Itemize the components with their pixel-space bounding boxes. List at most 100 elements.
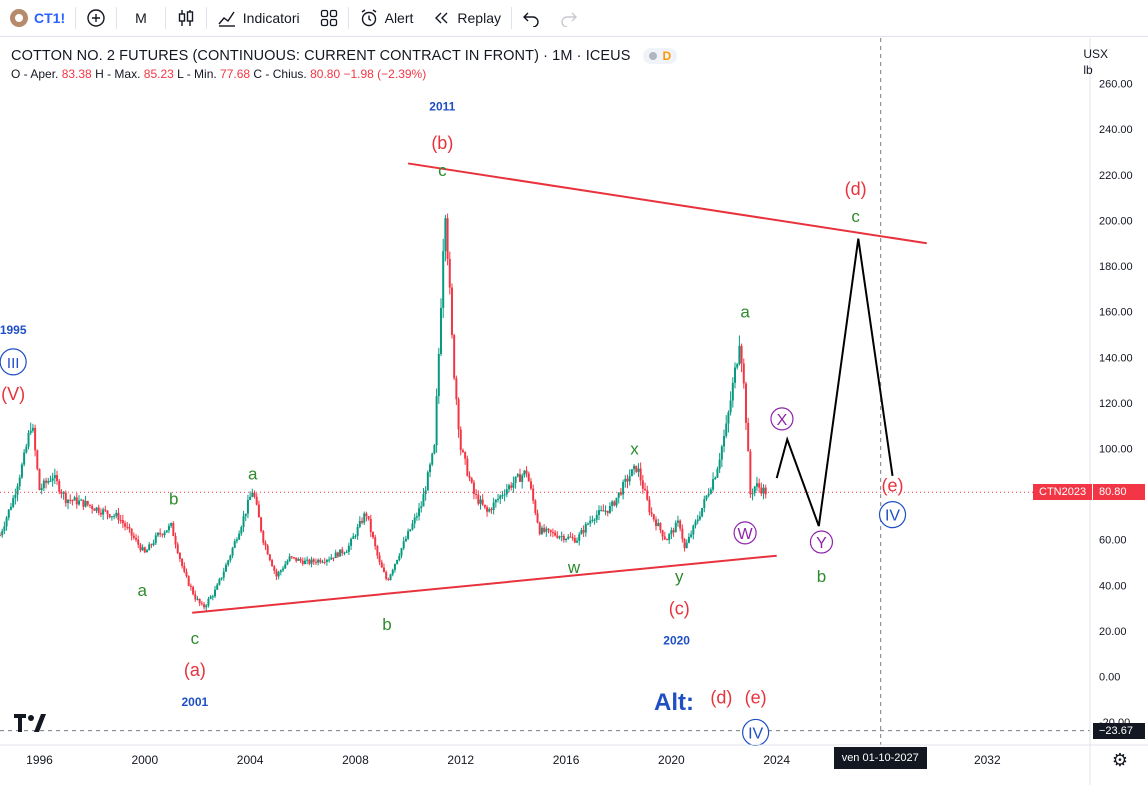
candle-body xyxy=(525,470,528,474)
candle-body xyxy=(71,500,74,502)
candle-body xyxy=(117,512,120,520)
wave-label: 2020 xyxy=(663,633,690,647)
symbol-search-button[interactable]: CT1! xyxy=(0,0,75,37)
candle-body xyxy=(277,572,280,577)
redo-button[interactable] xyxy=(550,0,588,37)
interval-button[interactable]: M xyxy=(117,0,165,37)
candle-body xyxy=(40,488,43,491)
candle-body xyxy=(211,596,214,598)
candle-body xyxy=(264,542,267,546)
chart-canvas[interactable]: 1995 III (V) a b c (a) 2001 a b 2011 (b) c w x y (c) 2020… xyxy=(0,38,1148,785)
candle-body xyxy=(587,523,590,525)
compare-add-button[interactable] xyxy=(76,0,116,37)
candle-body xyxy=(314,561,317,563)
candle-body xyxy=(34,427,37,451)
currency-label: USX xyxy=(1083,47,1108,61)
candle-body xyxy=(183,566,186,572)
candle-body xyxy=(126,526,129,528)
gear-icon[interactable]: ⚙ xyxy=(1111,750,1128,770)
x-tick-label: 2016 xyxy=(553,753,580,767)
chart-pane[interactable]: COTTON NO. 2 FUTURES (CONTINUOUS: CURREN… xyxy=(0,38,1148,785)
candle-body xyxy=(742,363,745,384)
candle-body xyxy=(580,530,583,535)
candle-body xyxy=(547,528,550,530)
candle-body xyxy=(165,530,168,533)
wave-circle-label: W xyxy=(738,526,754,543)
price-units[interactable]: USX lb xyxy=(1083,46,1108,78)
candle-body xyxy=(683,539,686,549)
candle-body xyxy=(251,492,254,497)
candle-body xyxy=(38,468,41,491)
layout-button[interactable] xyxy=(310,0,348,37)
candle-body xyxy=(174,536,177,545)
candle-body xyxy=(255,496,258,505)
candle-body xyxy=(665,539,668,541)
x-tick-label: 2020 xyxy=(658,753,685,767)
chart-type-button[interactable] xyxy=(166,0,206,37)
candle-body xyxy=(709,489,712,494)
candle-body xyxy=(692,525,695,535)
x-tick-label: 2024 xyxy=(763,753,790,767)
wave-label: c xyxy=(191,629,200,648)
alert-button[interactable]: Alert xyxy=(349,0,424,37)
x-tick-label: 2000 xyxy=(131,753,158,767)
candle-body xyxy=(510,485,513,488)
candle-body xyxy=(257,504,260,518)
candle-body xyxy=(736,364,739,368)
toolbar-divider xyxy=(205,7,207,29)
wave-label: (d) xyxy=(710,687,732,707)
close-value: 80.80 xyxy=(310,67,341,81)
toolbar-divider xyxy=(347,7,349,29)
candle-body xyxy=(268,554,271,561)
candle-body xyxy=(573,537,576,543)
candle-body xyxy=(343,552,346,554)
candle-body xyxy=(209,596,212,599)
candle-body xyxy=(350,538,353,546)
candle-body xyxy=(411,523,414,530)
tradingview-logo-icon[interactable] xyxy=(14,714,46,732)
replay-button[interactable]: Replay xyxy=(423,0,511,37)
candle-body xyxy=(486,507,489,512)
alarm-clock-icon xyxy=(361,9,376,27)
y-tick-label: 60.00 xyxy=(1099,535,1127,547)
candle-body xyxy=(740,345,743,364)
candle-body xyxy=(341,549,344,554)
candle-body xyxy=(310,559,313,564)
candle-body xyxy=(760,487,763,494)
candle-body xyxy=(20,464,23,478)
candle-body xyxy=(0,535,1,537)
candle-body xyxy=(562,535,565,541)
candle-body xyxy=(382,567,385,573)
indicators-button[interactable]: Indicatori xyxy=(207,0,310,37)
candle-body xyxy=(45,480,48,483)
candle-body xyxy=(521,475,524,482)
candle-body xyxy=(299,558,302,561)
candle-body xyxy=(652,514,655,520)
candle-body xyxy=(172,523,175,537)
candles-series xyxy=(0,213,767,611)
candle-body xyxy=(457,399,460,430)
undo-button[interactable] xyxy=(512,0,550,37)
candle-body xyxy=(576,540,579,543)
y-tick-label: 180.00 xyxy=(1099,261,1133,273)
status-badge[interactable]: D xyxy=(642,48,678,64)
candle-body xyxy=(534,500,537,514)
candle-body xyxy=(508,485,511,490)
candle-body xyxy=(514,476,517,484)
wave-label: a xyxy=(137,581,147,600)
y-tick-label: 200.00 xyxy=(1099,215,1133,227)
candle-body xyxy=(615,497,618,506)
candle-body xyxy=(755,483,758,487)
candle-body xyxy=(227,560,230,565)
candle-body xyxy=(104,509,107,511)
candle-body xyxy=(3,526,6,531)
candle-body xyxy=(167,525,170,531)
candle-body xyxy=(503,494,506,496)
y-tick-label: 40.00 xyxy=(1099,580,1127,592)
candle-body xyxy=(696,519,699,522)
candle-body xyxy=(95,507,98,511)
crosshair-date-tag: ven 01-10-2027 xyxy=(833,747,927,769)
candle-body xyxy=(152,543,155,546)
candle-body xyxy=(137,539,140,545)
wave-label: c xyxy=(438,161,447,180)
